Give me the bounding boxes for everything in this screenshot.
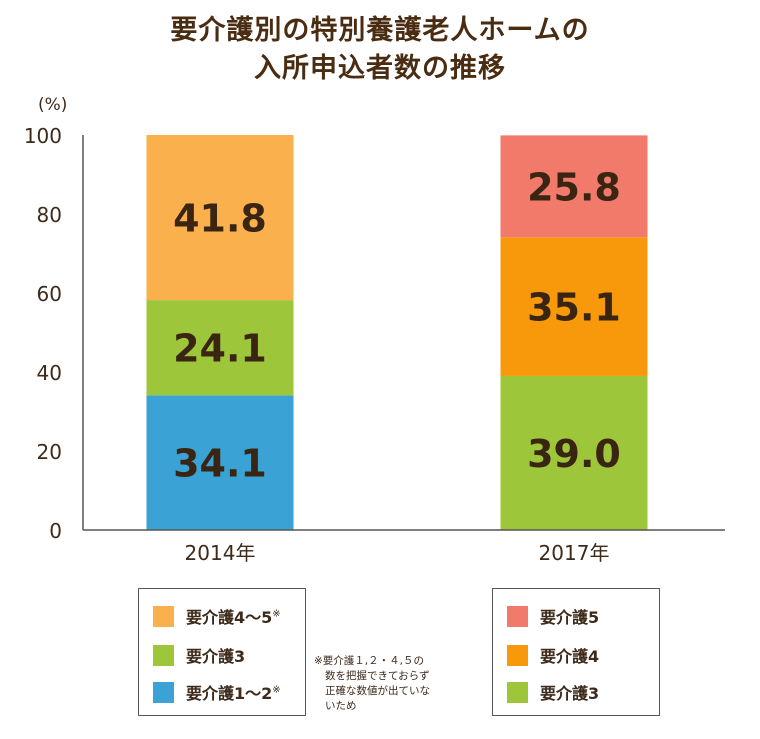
stacked-bar-chart: (%) 0 20 40 60 80 100 34.1 24.1 41.8 2014年 39.0 35.1… [24,95,725,565]
legend-label: 要介護3 [540,684,600,703]
legend-2017-item-care-5: 要介護5 [507,605,599,627]
legend-2017: 要介護5 要介護4 要介護3 [492,588,660,716]
y-tick-label: 80 [37,203,62,227]
legend-swatch [507,644,528,666]
legend-swatch [153,681,174,703]
legend-label: 要介護4～5※ [186,608,281,627]
footnote-line: いため [325,700,357,712]
y-tick-label: 0 [49,519,62,543]
legend-label: 要介護3 [186,647,246,666]
x-tick-label: 2014年 [185,541,256,565]
legend-label: 要介護1～2※ [186,684,281,703]
bar-segment [146,395,294,530]
legend-2014-item-care-1-2: 要介護1～2※ [153,681,281,703]
legend-swatch [507,605,528,627]
bar-segment [146,300,294,396]
y-tick-label: 40 [37,361,62,385]
chart-title-line1: 要介護別の特別養護老人ホームの [170,15,590,46]
data-label: 24.1 [173,327,267,371]
data-label: 39.0 [527,432,621,476]
legend-2014: 要介護4～5※ 要介護3 要介護1～2※ [138,588,306,716]
bar-segment [500,375,648,530]
x-tick-label: 2017年 [539,541,610,565]
legend-2017-item-care-4: 要介護4 [507,644,599,666]
legend-2017-item-care-3: 要介護3 [507,681,599,703]
data-label: 41.8 [173,197,267,241]
footnote: ※要介護１,２・４,５の 数を把握できておらず 正確な数値が出ていな いため [314,654,464,714]
y-tick-label: 60 [37,282,62,306]
data-label: 34.1 [173,442,267,486]
legend-2014-item-care-4-5: 要介護4～5※ [153,605,281,627]
legend-2014-item-care-3: 要介護3 [153,644,245,666]
bar-segment [500,237,648,376]
legend-swatch [153,605,174,627]
legend-swatch [153,644,174,666]
footnote-line: 数を把握できておらず [325,670,430,682]
bar-segment [500,135,648,238]
footnote-line: 正確な数値が出ていな [325,685,430,697]
data-label: 35.1 [527,286,621,330]
y-tick-label: 20 [37,440,62,464]
legend-label: 要介護5 [540,608,600,627]
bar-segment [146,135,294,301]
y-axis-label: (%) [38,95,67,115]
chart-title-line2: 入所申込者数の推移 [254,53,506,84]
data-label: 25.8 [527,165,621,209]
y-tick-label: 100 [24,124,62,148]
footnote-line: ※要介護１,２・４,５の [314,655,424,667]
legend-swatch [507,681,528,703]
legend-label: 要介護4 [540,647,600,666]
